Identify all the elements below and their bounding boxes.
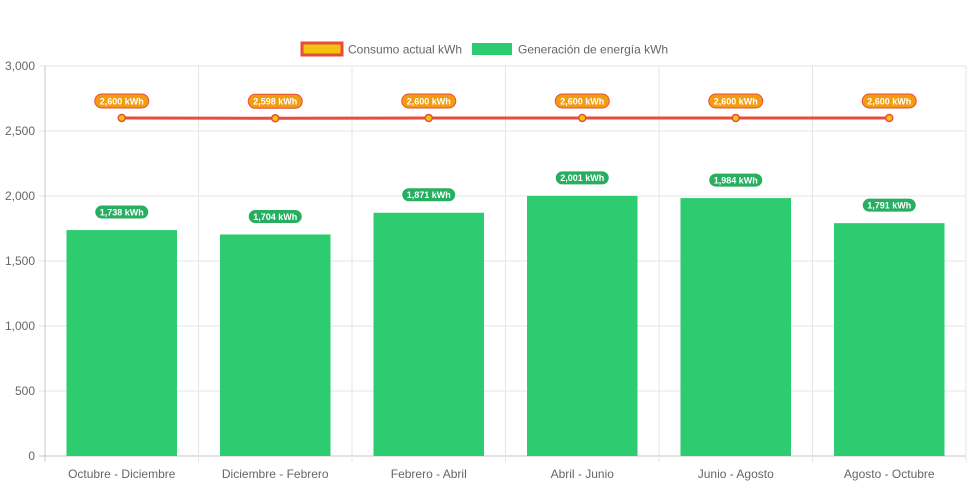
- bar[interactable]: [373, 212, 485, 456]
- line-point[interactable]: [578, 113, 587, 123]
- data-label-badge: [401, 93, 457, 109]
- legend-swatch-consumo: [300, 41, 344, 57]
- legend[interactable]: Consumo actual kWh Generación de energía…: [300, 41, 668, 57]
- data-label-badge: [94, 93, 150, 109]
- data-label-text: 1,871 kWh: [407, 190, 451, 200]
- legend-label-generacion: Generación de energía kWh: [518, 43, 668, 57]
- x-axis: Octubre - Diciembre Diciembre - Febrero Fe…: [68, 467, 935, 481]
- x-tick-label: Diciembre - Febrero: [222, 467, 329, 481]
- y-tick-label: 2,000: [5, 189, 35, 203]
- bar-series: [66, 195, 945, 456]
- legend-label-consumo: Consumo actual kWh: [348, 43, 462, 57]
- bar[interactable]: [680, 198, 792, 456]
- y-tick-label: 1,500: [5, 254, 35, 268]
- line-series: [117, 113, 894, 123]
- legend-swatch-generacion: [472, 43, 512, 55]
- line-point[interactable]: [271, 114, 280, 123]
- y-tick-label: 3,000: [5, 59, 35, 73]
- data-label-badge: [401, 187, 457, 203]
- bar[interactable]: [219, 234, 331, 456]
- bar[interactable]: [66, 230, 178, 456]
- line-point[interactable]: [731, 113, 740, 123]
- bar[interactable]: [526, 195, 638, 456]
- data-label-text: 1,984 kWh: [714, 175, 758, 185]
- data-label-text: 2,001 kWh: [560, 173, 604, 183]
- data-label-badge: [247, 208, 303, 224]
- data-label-text: 2,600 kWh: [560, 96, 604, 106]
- line-point[interactable]: [424, 113, 433, 123]
- x-tick-label: Febrero - Abril: [391, 467, 467, 481]
- data-label-text: 1,738 kWh: [100, 207, 144, 217]
- data-label-badge: [554, 170, 610, 186]
- bar[interactable]: [833, 223, 945, 456]
- data-label-text: 2,600 kWh: [407, 96, 451, 106]
- data-label-badge: [708, 93, 764, 109]
- data-label-text: 1,704 kWh: [253, 212, 297, 222]
- data-label-badge: [94, 204, 150, 220]
- y-tick-label: 500: [15, 384, 35, 398]
- y-axis: 0 500 1,000 1,500 2,000 2,500 3,000: [5, 59, 35, 463]
- line-point[interactable]: [117, 113, 126, 123]
- x-tick-label: Octubre - Diciembre: [68, 467, 176, 481]
- data-labels: 2,600 kWh 2,598 kWh 2,600 kWh 2,600 kWh 2,60…: [94, 93, 917, 224]
- y-tick-label: 1,000: [5, 319, 35, 333]
- data-label-text: 1,791 kWh: [867, 200, 911, 210]
- gridlines: [39, 65, 967, 462]
- data-label-text: 2,600 kWh: [100, 96, 144, 106]
- data-label-badge: [247, 93, 303, 109]
- data-label-text: 2,600 kWh: [714, 96, 758, 106]
- x-tick-label: Agosto - Octubre: [844, 467, 935, 481]
- data-label-text: 2,600 kWh: [867, 96, 911, 106]
- y-tick-label: 2,500: [5, 124, 35, 138]
- y-tick-label: 0: [28, 449, 35, 463]
- data-label-badge: [708, 172, 764, 188]
- x-tick-label: Abril - Junio: [551, 467, 615, 481]
- data-label-text: 2,598 kWh: [253, 97, 297, 107]
- line-point[interactable]: [885, 113, 894, 123]
- data-label-badge: [554, 93, 610, 109]
- data-label-badge: [861, 197, 917, 213]
- data-label-badge: [861, 93, 917, 109]
- x-tick-label: Junio - Agosto: [698, 467, 774, 481]
